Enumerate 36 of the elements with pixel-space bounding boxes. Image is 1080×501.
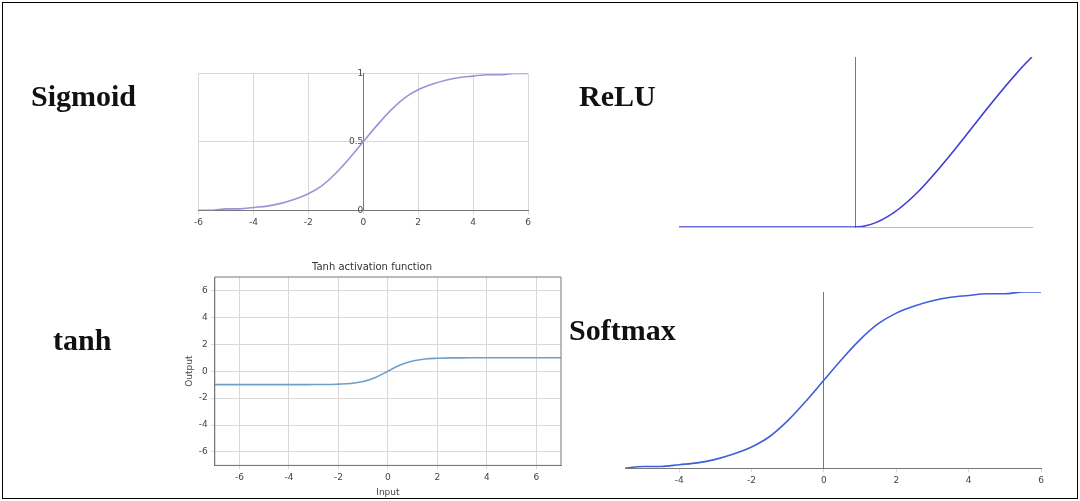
line-series [214,356,561,386]
y-axis-title: Output [183,355,194,387]
x-tick-label: 0 [385,472,392,483]
x-tick-label: 4 [483,472,490,483]
y-tick-label: 0 [357,204,364,215]
x-tick-label: 2 [893,474,900,485]
x-tick-label: -2 [747,474,757,485]
x-tick-label: 2 [434,472,441,483]
x-axis-title: Input [376,486,401,497]
x-tick-label: 4 [965,474,972,485]
x-tick-label: -6 [235,472,245,483]
x-tick-label: 6 [525,216,532,227]
x-tick-label: 6 [533,472,540,483]
x-tick-label: 6 [1038,474,1045,485]
x-tick-label: 0 [821,474,828,485]
x-tick-label: 2 [415,216,422,227]
x-tick-label: 4 [470,216,477,227]
y-tick-label: -4 [198,419,209,430]
x-tick-label: -4 [674,474,685,485]
y-tick-label: 0 [202,365,209,376]
chart-title: Sigmoid [31,79,137,113]
chart-subtitle: Tanh activation function [311,260,432,272]
x-tick-label: -2 [333,472,343,483]
text: Softmax [569,313,676,347]
x-tick-label: -4 [284,472,294,483]
y-tick-label: 6 [202,284,209,295]
text: ReLU [579,79,656,113]
y-tick-label: -6 [198,446,209,457]
y-tick-label: 4 [202,311,209,322]
y-tick-label: 0.5 [348,136,364,147]
y-tick-label: 2 [202,338,208,349]
y-tick-label: -2 [198,392,208,403]
text: tanh [53,323,112,357]
x-tick-label: -2 [303,216,313,227]
y-tick-label: 1 [357,67,364,78]
x-tick-label: -4 [248,216,259,227]
